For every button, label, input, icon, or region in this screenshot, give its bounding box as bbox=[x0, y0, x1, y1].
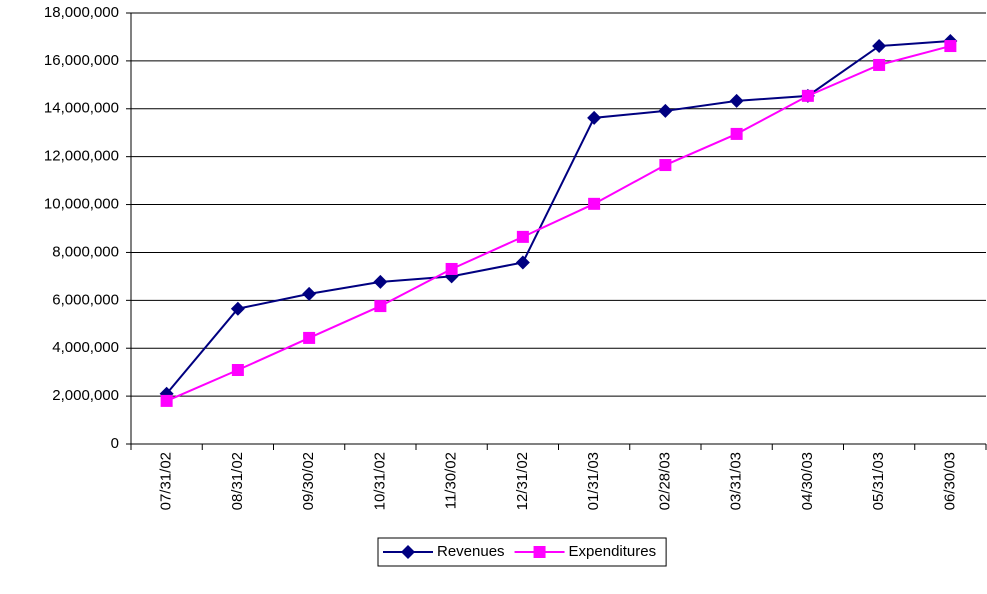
data-point bbox=[302, 286, 317, 301]
x-tick-label: 10/31/02 bbox=[371, 452, 388, 510]
data-point bbox=[160, 394, 173, 407]
y-tick-label: 10,000,000 bbox=[44, 196, 119, 213]
data-point bbox=[944, 40, 957, 53]
data-point bbox=[373, 274, 388, 289]
y-tick-label: 18,000,000 bbox=[44, 4, 119, 21]
data-point bbox=[729, 93, 744, 108]
y-tick-label: 14,000,000 bbox=[44, 100, 119, 117]
data-point bbox=[659, 159, 672, 172]
y-tick-label: 12,000,000 bbox=[44, 148, 119, 165]
data-point bbox=[588, 197, 601, 210]
data-point bbox=[303, 331, 316, 344]
y-tick-label: 6,000,000 bbox=[52, 291, 119, 308]
y-tick-label: 16,000,000 bbox=[44, 52, 119, 69]
data-point bbox=[230, 301, 245, 316]
x-tick-label: 07/31/02 bbox=[158, 452, 175, 510]
series-line bbox=[165, 40, 951, 395]
legend-label: Expenditures bbox=[569, 543, 657, 560]
x-tick-label: 06/30/03 bbox=[941, 452, 958, 510]
legend-marker bbox=[401, 545, 415, 559]
y-tick-label: 0 bbox=[111, 435, 119, 452]
data-point bbox=[730, 127, 743, 140]
legend-label: Revenues bbox=[437, 543, 505, 560]
x-tick-label: 04/30/03 bbox=[799, 452, 816, 510]
data-point bbox=[516, 230, 529, 243]
data-point bbox=[801, 89, 814, 102]
data-point bbox=[587, 110, 602, 125]
data-point bbox=[873, 58, 886, 71]
data-point bbox=[515, 255, 530, 270]
x-tick-label: 12/31/02 bbox=[514, 452, 531, 510]
data-point bbox=[374, 300, 387, 313]
x-tick-label: 11/30/02 bbox=[443, 452, 460, 509]
data-point bbox=[872, 39, 887, 54]
data-point bbox=[445, 262, 458, 275]
y-tick-label: 2,000,000 bbox=[52, 387, 119, 404]
data-point bbox=[231, 364, 244, 377]
y-tick-label: 4,000,000 bbox=[52, 339, 119, 356]
x-tick-label: 02/28/03 bbox=[656, 452, 673, 510]
legend-marker bbox=[533, 546, 546, 558]
x-tick-label: 05/31/03 bbox=[870, 452, 887, 510]
x-tick-label: 09/30/02 bbox=[300, 452, 317, 510]
series-line bbox=[166, 45, 951, 402]
y-tick-label: 8,000,000 bbox=[52, 243, 119, 260]
x-tick-label: 08/31/02 bbox=[229, 452, 246, 510]
data-point bbox=[658, 103, 673, 118]
legend: Revenues Expenditures bbox=[377, 537, 667, 567]
x-tick-label: 01/31/03 bbox=[585, 452, 602, 510]
x-tick-label: 03/31/03 bbox=[728, 452, 745, 510]
